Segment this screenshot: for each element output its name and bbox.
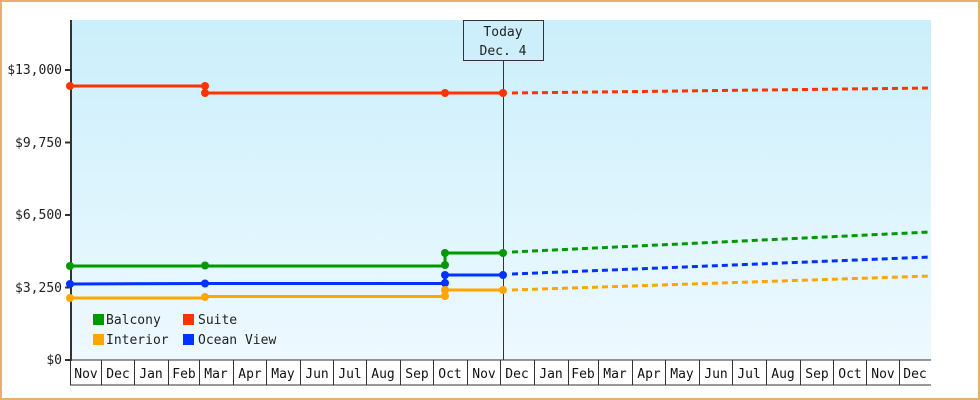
legend-label-balcony: Balcony [106, 313, 161, 328]
y-tick-label: $13,000 [7, 63, 62, 78]
svg-text:Sep: Sep [805, 367, 829, 382]
legend-label-suite: Suite [198, 313, 237, 328]
svg-text:Dec: Dec [505, 367, 528, 382]
month-labels: Nov Dec Jan Feb Mar Apr May Jun Jul Aug … [74, 367, 926, 382]
y-tick-label: $3,250 [15, 281, 62, 296]
legend-swatch-interior [93, 334, 104, 345]
svg-text:Dec: Dec [903, 367, 926, 382]
y-tick-label: $0 [46, 353, 62, 368]
svg-text:Jul: Jul [338, 367, 361, 382]
svg-text:Dec: Dec [106, 367, 129, 382]
y-tick-label: $9,750 [15, 136, 62, 151]
legend-label-interior: Interior [106, 333, 169, 348]
svg-text:Oct: Oct [438, 367, 461, 382]
svg-text:Mar: Mar [603, 367, 627, 382]
legend-label-ocean-view: Ocean View [198, 333, 276, 348]
svg-text:Apr: Apr [238, 367, 262, 382]
legend-swatch-suite [183, 314, 194, 325]
today-label: Today [483, 25, 522, 40]
svg-text:Jan: Jan [139, 367, 162, 382]
svg-text:Feb: Feb [571, 367, 595, 382]
series-balcony [66, 230, 931, 270]
svg-text:May: May [670, 367, 694, 382]
svg-text:Nov: Nov [74, 367, 98, 382]
svg-text:Nov: Nov [472, 367, 496, 382]
svg-text:Feb: Feb [172, 367, 196, 382]
legend-swatch-ocean-view [183, 334, 194, 345]
svg-text:Aug: Aug [771, 367, 794, 382]
svg-text:Jul: Jul [737, 367, 760, 382]
series-suite [66, 82, 931, 97]
legend-swatch-balcony [93, 314, 104, 325]
today-date: Dec. 4 [480, 44, 527, 59]
series-interior [66, 274, 931, 302]
month-axis [70, 360, 931, 386]
series-ocean-view [66, 255, 931, 288]
svg-text:Apr: Apr [637, 367, 661, 382]
svg-text:Sep: Sep [405, 367, 429, 382]
svg-text:Jun: Jun [704, 367, 727, 382]
legend: Balcony Suite Interior Ocean View [93, 313, 276, 348]
y-tick-label: $6,500 [15, 208, 62, 223]
svg-text:Nov: Nov [871, 367, 895, 382]
svg-text:Jan: Jan [539, 367, 562, 382]
plot-area [70, 20, 931, 360]
svg-text:Mar: Mar [204, 367, 228, 382]
svg-text:Oct: Oct [838, 367, 861, 382]
svg-text:Aug: Aug [371, 367, 394, 382]
today-label-box [463, 20, 544, 61]
svg-text:May: May [271, 367, 295, 382]
svg-text:Jun: Jun [305, 367, 328, 382]
